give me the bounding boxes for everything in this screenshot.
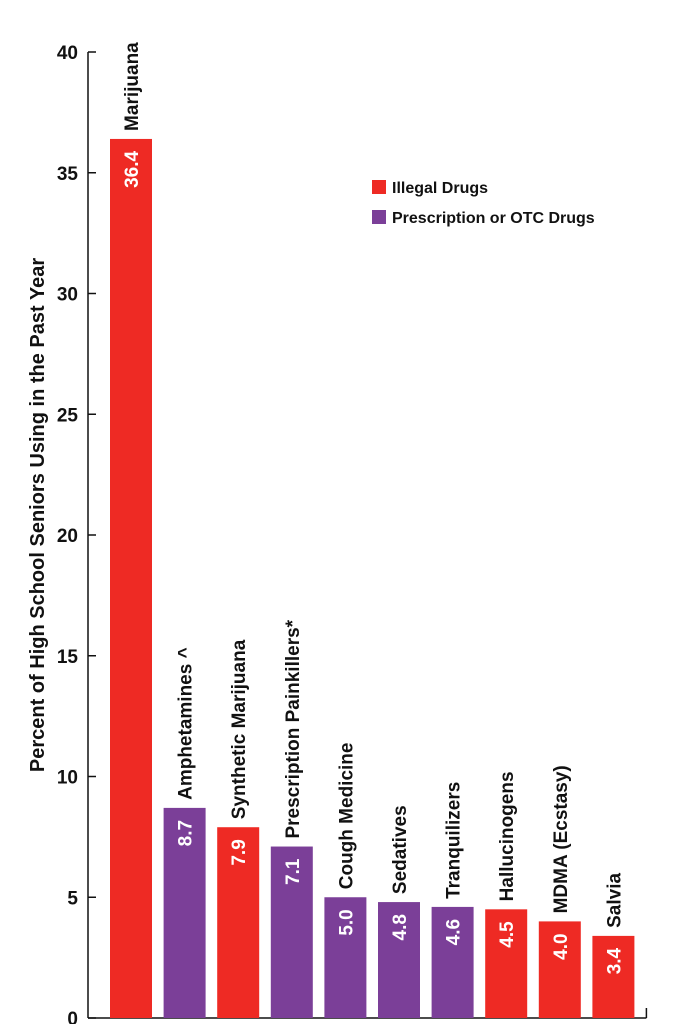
bar xyxy=(592,935,635,1018)
category-label: Hallucinogens xyxy=(497,771,518,901)
bar-value-label: 4.6 xyxy=(444,919,465,945)
legend-swatch xyxy=(372,210,386,224)
bar xyxy=(485,909,528,1018)
bar-value-label: 7.1 xyxy=(283,858,304,885)
legend-item: Illegal Drugs xyxy=(372,180,488,197)
bars: 36.4 Marijuana 8.7 Amphetamines ^ 7.9 Synthet… xyxy=(110,42,635,1018)
category-label: Synthetic Marijuana xyxy=(229,639,250,819)
bar-group: 4.6 Tranquilizers xyxy=(431,782,474,1018)
bar-value-label: 36.4 xyxy=(122,151,143,188)
bar-value-label: 8.7 xyxy=(176,820,197,846)
y-axis: 0 5 10 15 20 25 30 35 40 xyxy=(57,43,96,1024)
bar xyxy=(270,846,313,1018)
bar-value-label: 5.0 xyxy=(336,909,357,935)
bar xyxy=(163,807,206,1018)
bar-group: 36.4 Marijuana xyxy=(110,42,152,1018)
bar xyxy=(378,902,420,1018)
y-tick-label: 5 xyxy=(67,888,78,909)
bar-value-label: 4.5 xyxy=(497,921,518,948)
category-label: Salvia xyxy=(604,873,625,928)
category-label: MDMA (Ecstasy) xyxy=(551,765,572,913)
y-tick-label: 0 xyxy=(67,1009,78,1024)
bar-value-label: 7.9 xyxy=(229,839,250,865)
bar-group: 7.9 Synthetic Marijuana xyxy=(217,639,260,1018)
y-tick-label: 30 xyxy=(57,285,78,306)
bar-group: 7.1 Prescription Painkillers* xyxy=(270,619,313,1018)
bar-group: 5.0 Cough Medicine xyxy=(324,743,367,1018)
y-tick-label: 25 xyxy=(57,405,79,426)
category-label: Sedatives xyxy=(390,805,411,894)
y-tick-label: 10 xyxy=(57,768,78,789)
legend-swatch xyxy=(372,180,386,194)
legend-item: Prescription or OTC Drugs xyxy=(372,210,595,227)
y-tick-label: 20 xyxy=(57,526,78,547)
bar-group: 8.7 Amphetamines ^ xyxy=(163,647,206,1018)
bar-value-label: 4.0 xyxy=(551,933,572,959)
legend: Illegal Drugs Prescription or OTC Drugs xyxy=(372,180,595,227)
y-tick-label: 15 xyxy=(57,647,79,668)
legend-label: Prescription or OTC Drugs xyxy=(392,210,595,227)
category-label: Amphetamines ^ xyxy=(176,647,197,800)
y-tick-label: 35 xyxy=(57,164,79,185)
bar-group: 4.5 Hallucinogens xyxy=(485,771,528,1018)
category-label: Tranquilizers xyxy=(444,782,465,899)
category-label: Prescription Painkillers* xyxy=(283,619,304,838)
bar xyxy=(431,906,474,1018)
bar xyxy=(110,138,152,1018)
bar-group: 4.8 Sedatives xyxy=(378,805,420,1018)
y-axis-label: Percent of High School Seniors Using in … xyxy=(27,258,49,772)
bar-group: 4.0 MDMA (Ecstasy) xyxy=(538,765,581,1018)
category-label: Cough Medicine xyxy=(336,743,357,890)
bar xyxy=(217,827,260,1018)
bar-value-label: 3.4 xyxy=(604,947,625,974)
category-label: Marijuana xyxy=(122,42,143,131)
bar xyxy=(538,921,581,1018)
bar-value-label: 4.8 xyxy=(390,914,411,940)
legend-label: Illegal Drugs xyxy=(392,180,488,197)
bar-group: 3.4 Salvia xyxy=(592,873,635,1018)
bar xyxy=(324,897,367,1018)
y-tick-label: 40 xyxy=(57,43,78,64)
